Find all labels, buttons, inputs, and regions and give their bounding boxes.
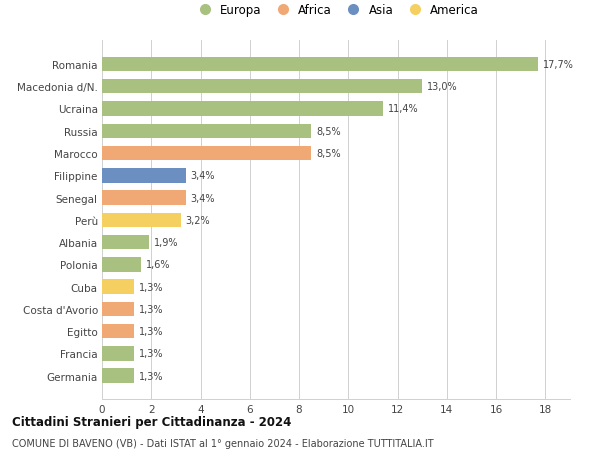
Text: 1,3%: 1,3% [139,304,163,314]
Bar [102,235,149,250]
Bar [102,57,538,72]
Bar [102,347,134,361]
Text: 8,5%: 8,5% [316,149,341,159]
Legend: Europa, Africa, Asia, America: Europa, Africa, Asia, America [193,4,479,17]
Bar [102,102,383,117]
Bar [102,168,186,183]
Text: 3,4%: 3,4% [191,171,215,181]
Text: 1,9%: 1,9% [154,238,178,247]
Text: 1,3%: 1,3% [139,326,163,336]
Text: 1,3%: 1,3% [139,371,163,381]
Text: 11,4%: 11,4% [388,104,418,114]
Text: COMUNE DI BAVENO (VB) - Dati ISTAT al 1° gennaio 2024 - Elaborazione TUTTITALIA.: COMUNE DI BAVENO (VB) - Dati ISTAT al 1°… [12,438,434,448]
Text: Cittadini Stranieri per Cittadinanza - 2024: Cittadini Stranieri per Cittadinanza - 2… [12,415,292,428]
Text: 8,5%: 8,5% [316,127,341,136]
Bar [102,80,422,94]
Bar [102,124,311,139]
Bar [102,213,181,228]
Text: 3,2%: 3,2% [186,215,211,225]
Bar [102,324,134,339]
Text: 1,3%: 1,3% [139,349,163,358]
Bar [102,369,134,383]
Bar [102,146,311,161]
Bar [102,191,186,205]
Bar [102,280,134,294]
Bar [102,302,134,316]
Bar [102,257,142,272]
Text: 1,3%: 1,3% [139,282,163,292]
Text: 17,7%: 17,7% [543,60,574,70]
Text: 13,0%: 13,0% [427,82,458,92]
Text: 1,6%: 1,6% [146,260,171,270]
Text: 3,4%: 3,4% [191,193,215,203]
